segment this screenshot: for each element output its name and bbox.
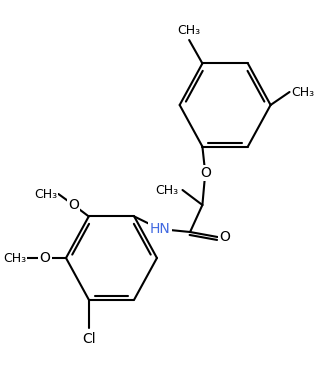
Text: O: O	[219, 230, 230, 244]
Text: O: O	[68, 198, 79, 212]
Text: O: O	[40, 251, 51, 265]
Text: CH₃: CH₃	[291, 85, 315, 98]
Text: CH₃: CH₃	[3, 252, 26, 265]
Text: Cl: Cl	[82, 332, 95, 346]
Text: CH₃: CH₃	[34, 187, 58, 200]
Text: CH₃: CH₃	[177, 24, 201, 37]
Text: HN: HN	[149, 222, 170, 236]
Text: CH₃: CH₃	[156, 184, 179, 197]
Text: O: O	[200, 166, 211, 180]
